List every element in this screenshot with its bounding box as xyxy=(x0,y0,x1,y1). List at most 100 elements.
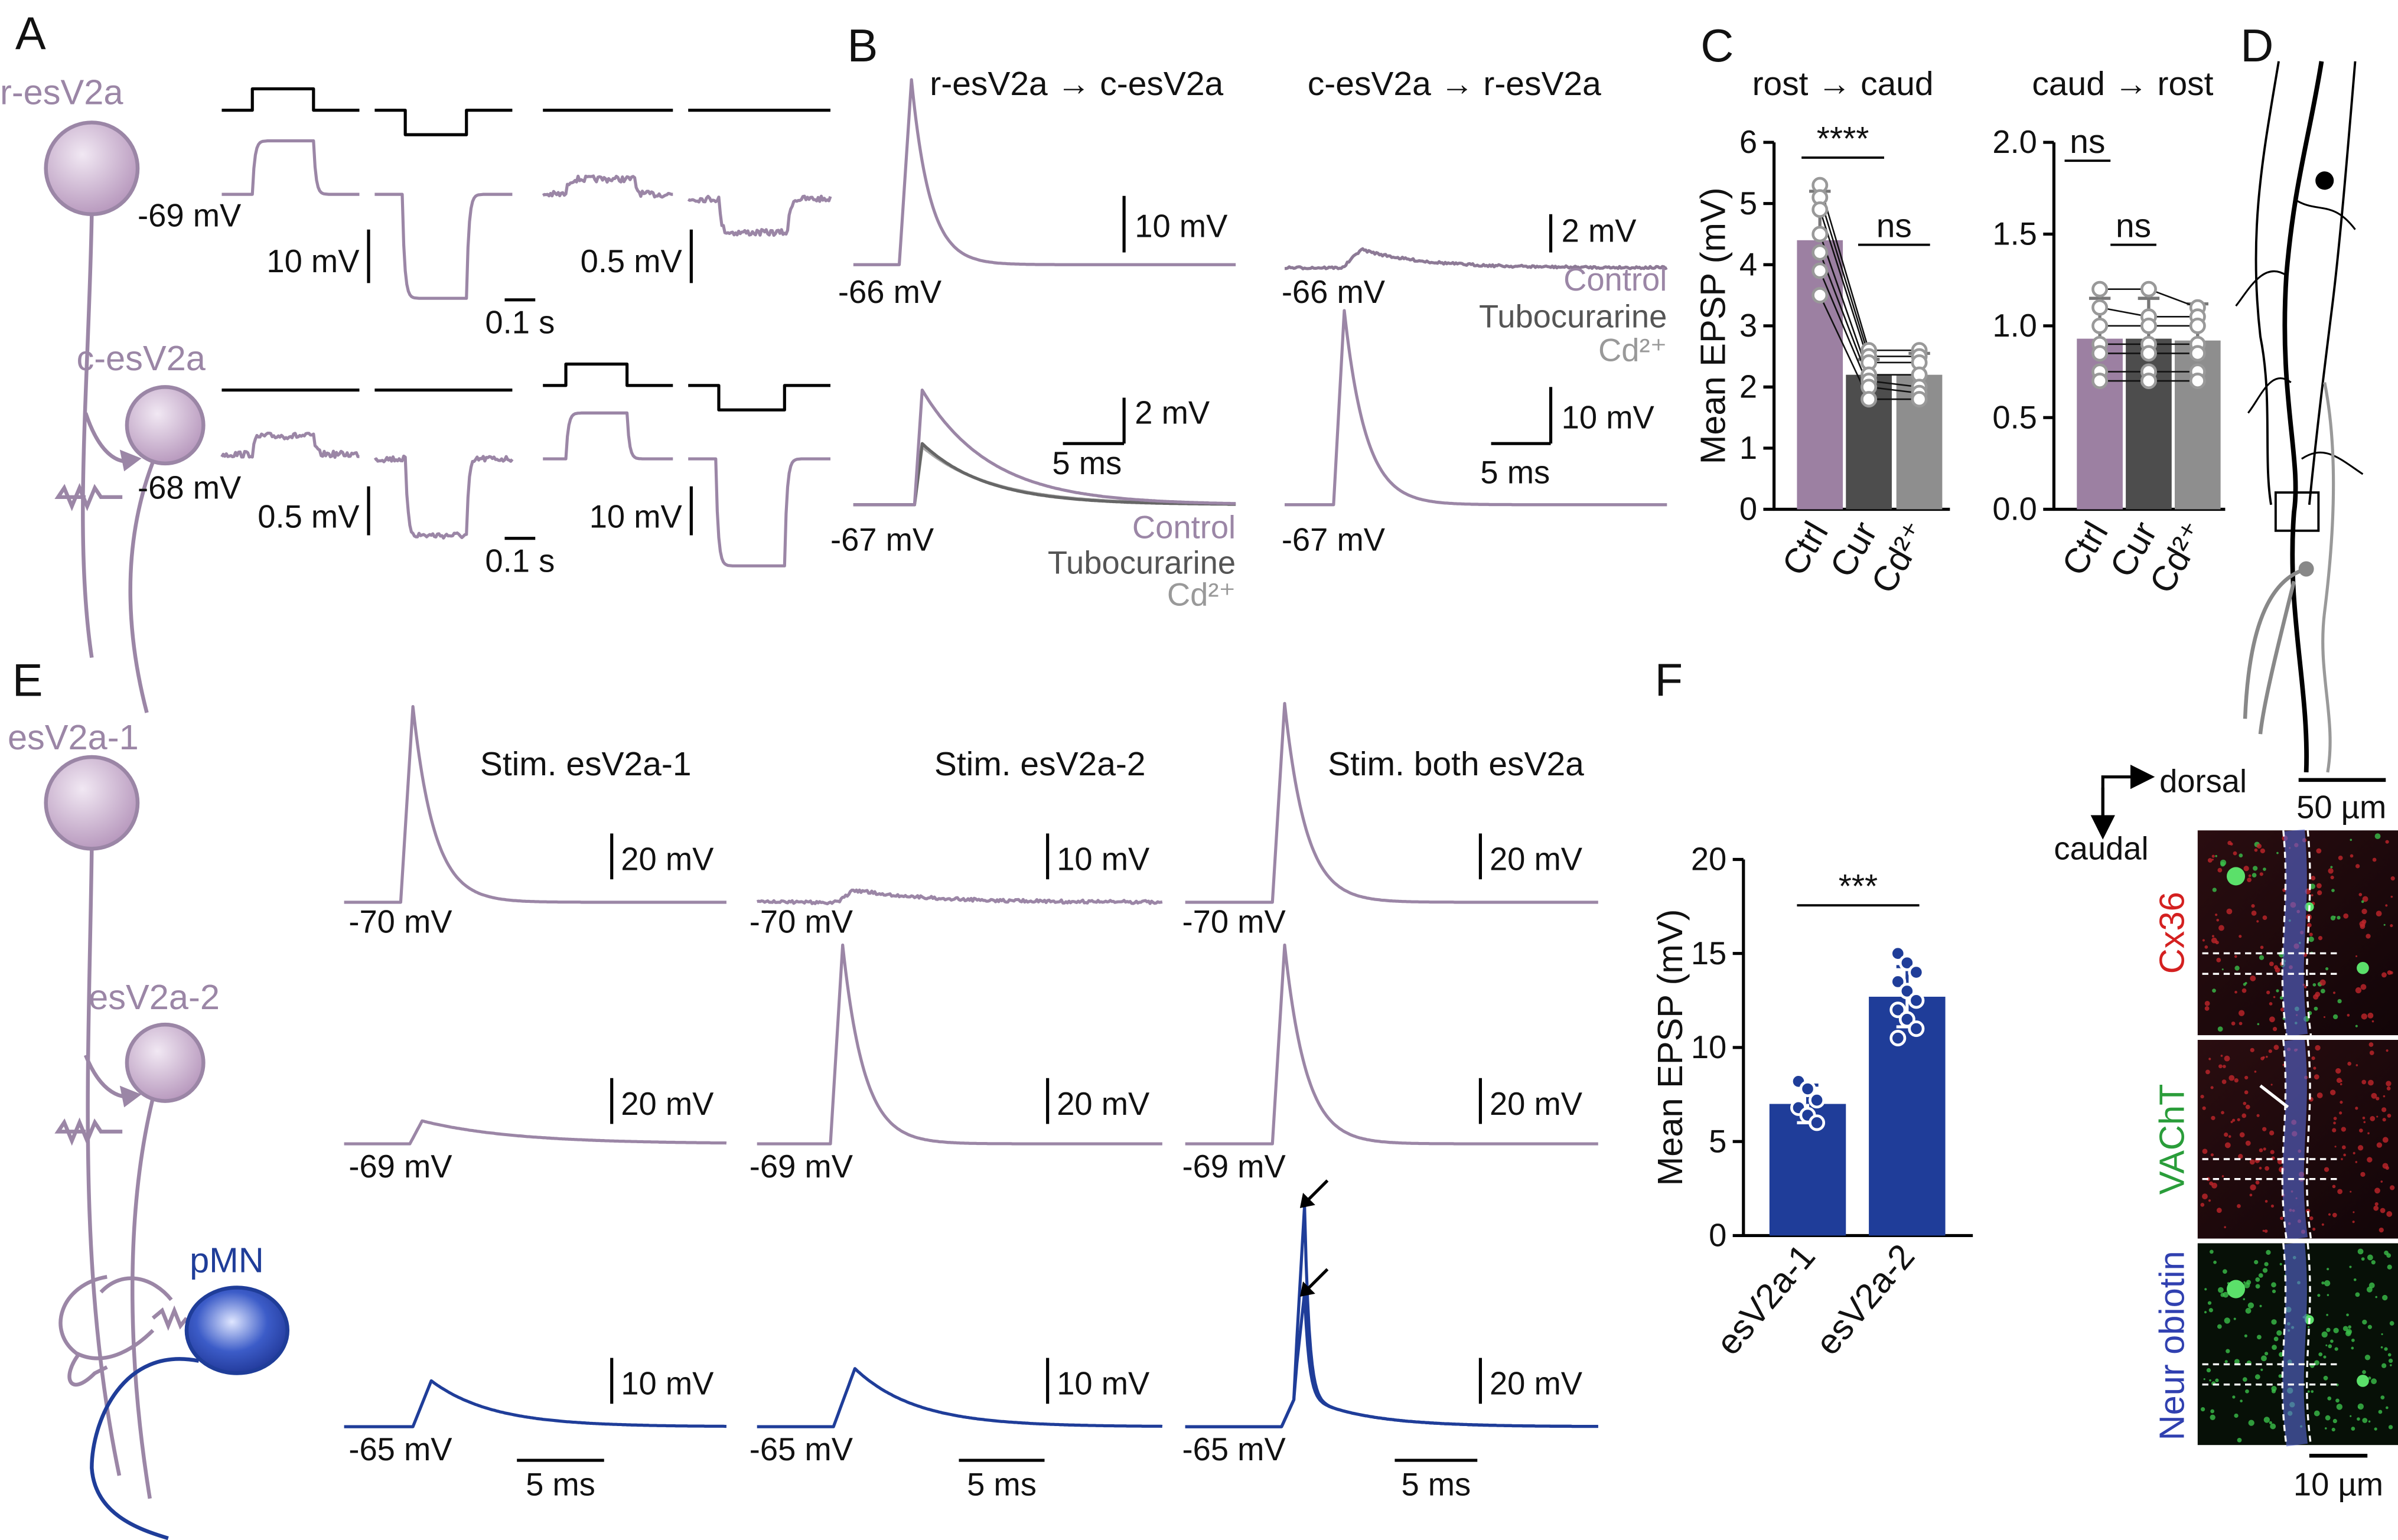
signal-dot xyxy=(2218,925,2224,931)
signal-dot xyxy=(2309,1216,2314,1221)
signal-dot xyxy=(2364,1355,2371,1360)
signal-dot xyxy=(2206,1368,2211,1373)
label: 10 mV xyxy=(621,1366,714,1402)
data-point xyxy=(2140,373,2157,390)
signal-dot xyxy=(2385,840,2389,844)
legend-entry: Tubocurarine xyxy=(1479,298,1667,334)
cell-diagram-a xyxy=(44,120,206,713)
signal-dot xyxy=(2335,1068,2341,1074)
signal-dot xyxy=(2357,1248,2364,1255)
x-tick-label: Ctrl xyxy=(2054,515,2116,582)
signal-dot xyxy=(2316,883,2322,889)
signal-dot xyxy=(2244,1334,2247,1337)
signal-dot xyxy=(2272,1289,2276,1294)
label: 0.5 mV xyxy=(258,499,360,535)
signal-dot xyxy=(2273,1336,2279,1342)
signal-dot xyxy=(2218,1064,2223,1069)
cell-label: esV2a-2 xyxy=(89,977,220,1017)
channel-label: Neur obiotin xyxy=(2152,1251,2191,1440)
chart-title: caud → rost xyxy=(2032,65,2213,103)
signal-dot xyxy=(2321,1281,2325,1285)
signal-dot xyxy=(2263,1147,2266,1151)
y-tick-label: 5 xyxy=(1709,1123,1726,1159)
signal-dot xyxy=(2217,1324,2222,1329)
y-tick-label: 15 xyxy=(1691,935,1726,971)
signal-dot xyxy=(2358,893,2363,896)
signal-dot xyxy=(2321,1331,2328,1338)
label: 0.1 s xyxy=(485,305,555,341)
signal-dot xyxy=(2207,858,2213,863)
signal-dot xyxy=(2210,1414,2215,1420)
signal-dot xyxy=(2260,945,2264,950)
data-point xyxy=(1889,1001,1907,1019)
signal-dot xyxy=(2233,1317,2236,1320)
signal-dot xyxy=(2361,1079,2367,1085)
signal-dot xyxy=(2227,840,2232,846)
signal-dot xyxy=(2374,833,2381,840)
significance-label: **** xyxy=(1817,120,1869,158)
potential-label: -66 mV xyxy=(1282,274,1386,310)
data-point xyxy=(2091,317,2109,334)
signal-dot xyxy=(2342,1326,2348,1332)
signal-dot xyxy=(2256,843,2262,849)
signal-dot xyxy=(2244,1090,2249,1095)
signal-dot xyxy=(2357,961,2369,974)
y-tick-label: 2.0 xyxy=(1992,124,2037,160)
signal-dot xyxy=(2224,1142,2231,1149)
dendrite xyxy=(2282,829,2308,1037)
signal-dot xyxy=(2228,1075,2235,1081)
signal-dot xyxy=(2326,1327,2331,1332)
signal-dot xyxy=(2227,1280,2246,1298)
y-tick-label: 0 xyxy=(1739,491,1757,527)
signal-dot xyxy=(2357,1375,2369,1387)
signal-dot xyxy=(2278,1374,2282,1378)
y-tick-label: 0 xyxy=(1709,1218,1726,1254)
signal-dot xyxy=(2353,1151,2355,1154)
signal-dot xyxy=(2388,1425,2393,1430)
signal-dot xyxy=(2239,853,2243,858)
label: 20 mV xyxy=(1490,1086,1583,1122)
signal-dot xyxy=(2327,1294,2329,1296)
divider xyxy=(2197,1238,2398,1244)
signal-dot xyxy=(2324,1280,2331,1287)
chart-title: rost → caud xyxy=(1752,65,1934,103)
signal-dot xyxy=(2366,934,2371,939)
signal-dot xyxy=(2381,1333,2383,1335)
signal-dot xyxy=(2307,1326,2310,1328)
signal-dot xyxy=(2390,1364,2392,1366)
signal-dot xyxy=(2264,1262,2269,1267)
data-point xyxy=(2091,299,2109,316)
signal-dot xyxy=(2314,1006,2318,1011)
signal-dot xyxy=(2234,1359,2240,1365)
signal-dot xyxy=(2328,1213,2331,1216)
label: 5 ms xyxy=(1401,1467,1471,1503)
signal-dot xyxy=(2202,1106,2206,1110)
trace xyxy=(688,457,830,567)
signal-dot xyxy=(2368,1420,2371,1423)
signal-dot xyxy=(2263,867,2266,871)
signal-dot xyxy=(2221,1079,2227,1084)
signal-dot xyxy=(2362,1116,2366,1120)
signal-dot xyxy=(2253,866,2258,871)
signal-dot xyxy=(2390,876,2395,881)
cell-label: pMN xyxy=(190,1241,264,1280)
data-point xyxy=(1889,1030,1907,1047)
label: 20 mV xyxy=(1057,1086,1150,1122)
signal-dot xyxy=(2367,1254,2373,1261)
signal-dot xyxy=(2373,1205,2379,1211)
signal-dot xyxy=(2280,1007,2285,1012)
signal-dot xyxy=(2262,1229,2265,1232)
signal-dot xyxy=(2265,1200,2268,1203)
signal-dot xyxy=(2314,1410,2320,1417)
signal-dot xyxy=(2251,904,2255,908)
signal-dot xyxy=(2383,1095,2386,1098)
signal-dot xyxy=(2307,1390,2310,1393)
signal-dot xyxy=(2330,866,2333,869)
signal-dot xyxy=(2208,1058,2211,1061)
signal-dot xyxy=(2311,1056,2315,1061)
signal-dot xyxy=(2328,868,2334,874)
signal-dot xyxy=(2270,1084,2273,1086)
signal-dot xyxy=(2334,1146,2337,1148)
command xyxy=(543,362,673,387)
label: 10 mV xyxy=(266,243,360,279)
